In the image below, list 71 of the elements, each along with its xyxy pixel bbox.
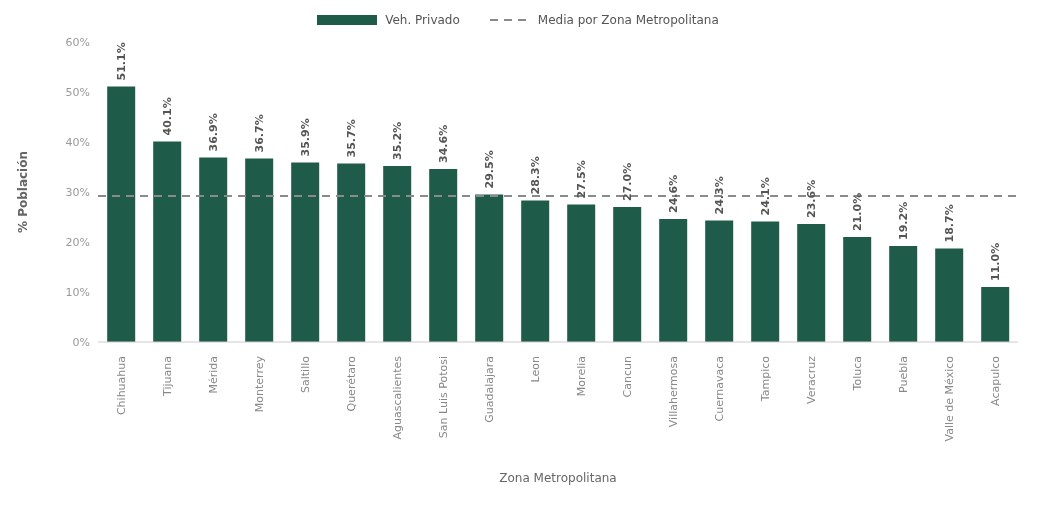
data-label: 21.0% (850, 192, 864, 231)
x-tick-label: Morelia (574, 356, 588, 397)
x-tick-label: Toluca (850, 356, 864, 392)
bar (613, 207, 642, 342)
y-tick-label: 50% (65, 85, 90, 99)
x-tick-label: San Luis Potosi (436, 356, 450, 439)
y-axis-title: % Población (16, 150, 31, 234)
data-label: 40.1% (160, 97, 174, 136)
bar (981, 287, 1010, 342)
bar (751, 221, 780, 342)
data-label: 29.5% (482, 150, 496, 189)
x-tick-label: Tijuana (160, 356, 174, 397)
data-label: 51.1% (114, 42, 128, 81)
data-label: 18.7% (942, 204, 956, 243)
data-label: 35.9% (298, 118, 312, 157)
x-tick-label: Puebla (896, 356, 910, 393)
data-label: 24.6% (666, 174, 680, 213)
data-label: 28.3% (528, 156, 542, 195)
bar (935, 248, 964, 342)
data-label: 23.6% (804, 179, 818, 218)
legend-label: Media por Zona Metropolitana (536, 13, 719, 27)
x-tick-label: Leon (528, 355, 542, 383)
y-tick-label: 30% (65, 185, 90, 199)
x-tick-label: Valle de México (942, 355, 956, 442)
bar (429, 169, 458, 342)
y-tick-label: 60% (65, 35, 90, 49)
y-tick-label: 10% (65, 285, 90, 299)
x-tick-label: Aguascalientes (390, 355, 404, 440)
legend-label: Veh. Privado (384, 13, 460, 27)
y-tick-label: 40% (65, 135, 90, 149)
x-tick-label: Saltillo (298, 355, 312, 393)
bar (659, 219, 688, 342)
x-tick-label: Tampico (758, 355, 772, 403)
x-tick-label: Veracruz (804, 355, 818, 405)
bar (521, 200, 550, 342)
data-label: 11.0% (988, 242, 1002, 281)
bar (153, 141, 182, 342)
x-tick-label: Villahermosa (666, 356, 680, 428)
bar (383, 166, 412, 342)
x-tick-label: Monterrey (252, 355, 266, 413)
bar (475, 194, 504, 342)
data-label: 24.1% (758, 177, 772, 216)
x-tick-label: Querétaro (344, 355, 358, 412)
data-label: 27.5% (574, 160, 588, 199)
x-tick-label: Acapulco (988, 355, 1002, 406)
x-tick-label: Cancun (620, 355, 634, 398)
bar (843, 237, 872, 342)
x-tick-label: Guadalajara (482, 356, 496, 423)
bar (797, 224, 826, 342)
bar (199, 157, 228, 342)
x-tick-label: Mérida (206, 356, 220, 394)
data-label: 35.7% (344, 119, 358, 158)
data-label: 27.0% (620, 162, 634, 201)
x-tick-label: Chihuahua (114, 356, 128, 416)
y-tick-label: 20% (65, 235, 90, 249)
data-label: 19.2% (896, 201, 910, 240)
bar (291, 162, 320, 342)
data-label: 35.2% (390, 121, 404, 160)
x-axis-title: Zona Metropolitana (499, 471, 617, 485)
bar (245, 158, 274, 342)
data-label: 34.6% (436, 124, 450, 163)
bar (107, 86, 136, 342)
bar (337, 163, 366, 342)
bar (567, 204, 596, 342)
data-label: 36.9% (206, 113, 220, 152)
x-tick-label: Cuernavaca (712, 356, 726, 422)
data-label: 36.7% (252, 114, 266, 153)
bar (889, 246, 918, 342)
bar (705, 220, 734, 342)
y-tick-label: 0% (72, 335, 90, 349)
data-label: 24.3% (712, 176, 726, 215)
